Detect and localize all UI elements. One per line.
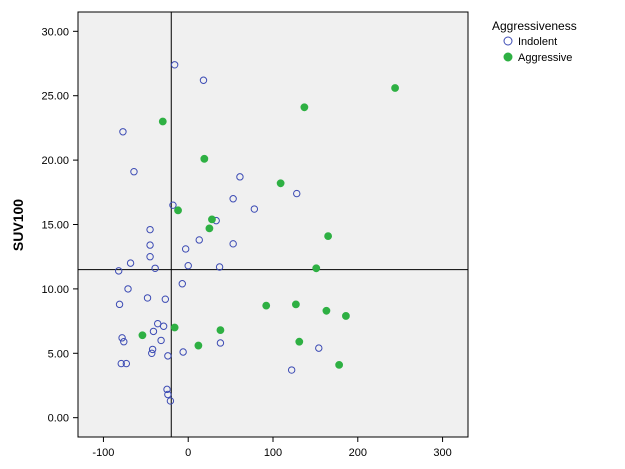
aggressive-point [174,206,182,215]
indolent-point [236,173,244,181]
x-tick-label: 0 [185,447,191,459]
indolent-point [153,319,162,328]
indolent-point [130,167,138,176]
indolent-point [199,76,208,84]
indolent-point [163,385,171,394]
indolent-point [149,327,158,336]
indolent-point [159,322,168,330]
indolent-point [146,225,154,234]
indolent-point [315,344,323,352]
aggressive-legend-label: Aggressive [518,52,572,64]
x-tick-label: 100 [264,447,282,459]
indolent-point [126,259,135,267]
aggressive-point [200,154,209,163]
indolent-point [124,285,132,293]
indolent-point [164,352,172,360]
indolent-point [293,189,301,198]
indolent-point [120,337,128,346]
indolent-point [161,295,170,303]
indolent-point [166,397,175,405]
indolent-point [287,366,296,374]
aggressive-point [335,360,344,369]
aggressive-point [322,306,331,315]
reference-lines [78,12,468,437]
legend-title: Aggressiveness [492,19,577,33]
y-tick-label: 10.00 [41,284,69,296]
aggressive-point [291,300,300,309]
x-axis-ticks: -100 0 100 200 300 [92,437,452,459]
aggressive-point [324,232,333,240]
indolent-point [151,264,159,272]
indolent-point [146,252,154,261]
indolent-point [170,61,179,69]
indolent-point [119,128,127,136]
indolent-point [114,267,123,275]
aggressive-point [262,301,271,310]
y-tick-label: 5.00 [48,348,69,360]
indolent-point [250,205,259,213]
indolent-point [169,201,177,209]
x-tick-label: 200 [349,447,367,459]
indolent-point [115,300,124,309]
indolent-point [122,359,131,368]
y-tick-label: 25.00 [41,91,69,103]
y-tick-label: 30.00 [41,26,69,38]
aggressive-point [158,117,167,126]
aggressive-point [342,312,350,320]
indolent-point [184,262,192,270]
aggressive-point [295,337,304,346]
y-tick-label: 20.00 [41,155,69,167]
y-axis-label: SUV100 [10,199,26,251]
indolent-point [179,348,187,356]
indolent-point [118,334,126,342]
aggressive-point [208,215,216,224]
indolent-point [178,280,186,288]
indolent-point [216,339,225,347]
indolent-point [148,349,156,357]
legend[interactable]: Aggressiveness Indolent Aggressive [492,19,577,64]
aggressive-point [312,264,321,273]
y-tick-label: 0.00 [48,413,69,425]
indolent-point [117,359,125,368]
indolent-point [229,240,237,248]
indolent-point [229,195,237,203]
aggressive-point [276,179,285,188]
indolent-point [195,236,203,244]
indolent-point [215,263,224,271]
x-tick-label: -100 [92,447,114,459]
aggressive-point [194,341,203,350]
indolent-point [181,245,190,253]
indolent-point [157,336,165,345]
aggressive-point [205,224,214,233]
aggressive-point [138,331,147,340]
indolent-point [143,294,152,302]
aggressive-point [216,326,225,335]
y-tick-label: 15.00 [41,220,69,232]
plot-area [77,11,469,438]
y-axis-ticks: 0.00 5.00 10.00 15.00 20.00 25.00 30.00 [41,26,78,425]
aggressive-point [391,84,399,92]
indolent-legend-marker [503,36,513,46]
data-points [114,61,399,405]
indolent-point [146,241,154,249]
aggressive-point [170,323,179,332]
x-tick-label: 300 [433,447,451,459]
indolent-legend-label: Indolent [518,36,557,48]
legend-entries: Indolent Aggressive [503,36,572,64]
indolent-point [148,345,157,354]
indolent-point [164,390,172,399]
aggressive-point [300,103,309,112]
aggressive-legend-marker [503,52,513,62]
